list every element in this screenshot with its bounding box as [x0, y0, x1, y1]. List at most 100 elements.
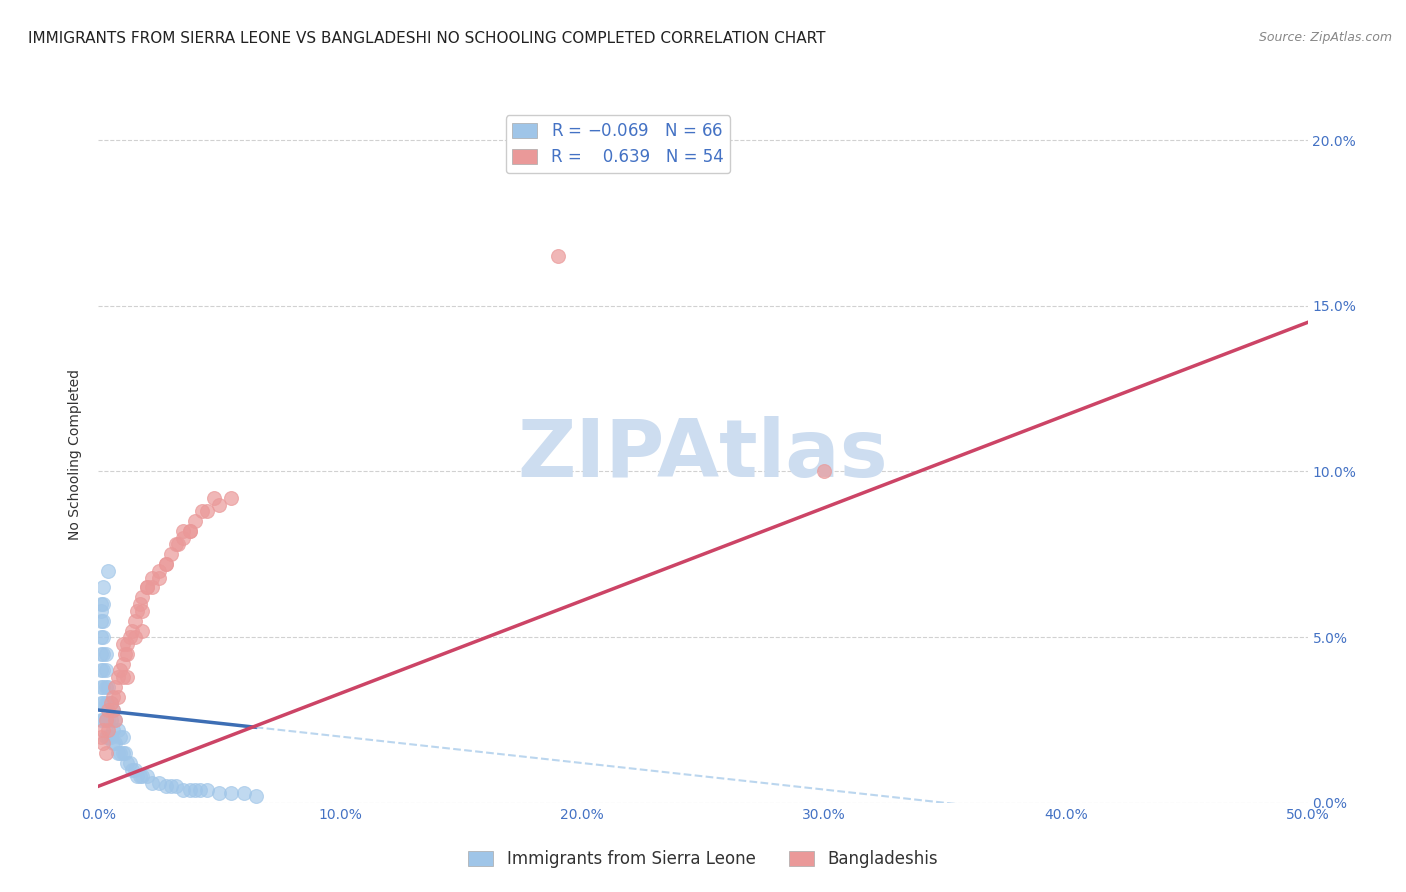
Point [221, 491, 243, 505]
Y-axis label: No Schooling Completed: No Schooling Completed [69, 369, 83, 541]
Point [90, 647, 112, 661]
Point [90, 697, 112, 711]
Point [131, 604, 153, 618]
Point [155, 558, 177, 572]
Point [135, 581, 157, 595]
Point [91, 647, 114, 661]
Point [101, 736, 124, 750]
Point [90, 630, 112, 644]
Point [104, 713, 127, 727]
Point [91, 736, 114, 750]
Point [128, 597, 150, 611]
Point [107, 746, 129, 760]
Point [94, 713, 117, 727]
Point [121, 763, 143, 777]
Point [179, 524, 201, 538]
Point [117, 756, 139, 770]
Point [179, 782, 201, 797]
Point [184, 514, 207, 528]
Point [94, 713, 117, 727]
Text: Source: ZipAtlas.com: Source: ZipAtlas.com [1258, 31, 1392, 45]
Point [118, 756, 141, 770]
Legend: R = $-$0.069   N = 66, R =    0.639   N = 54: R = $-$0.069 N = 66, R = 0.639 N = 54 [506, 115, 730, 173]
Point [172, 782, 194, 797]
Point [188, 782, 211, 797]
Point [155, 779, 177, 793]
Point [148, 570, 170, 584]
Point [91, 630, 114, 644]
Point [160, 779, 183, 793]
Point [160, 547, 183, 561]
Point [90, 663, 112, 677]
Point [100, 697, 122, 711]
Point [97, 697, 120, 711]
Point [100, 713, 122, 727]
Point [191, 504, 214, 518]
Point [127, 604, 149, 618]
Point [94, 647, 117, 661]
Point [141, 776, 163, 790]
Point [141, 581, 163, 595]
Point [114, 647, 136, 661]
Point [127, 769, 149, 783]
Point [101, 703, 124, 717]
Point [172, 524, 194, 538]
Point [107, 690, 129, 704]
Point [195, 504, 218, 518]
Point [118, 630, 141, 644]
Point [101, 723, 124, 737]
Point [91, 581, 114, 595]
Point [165, 537, 187, 551]
Point [101, 703, 124, 717]
Point [131, 769, 153, 783]
Point [90, 713, 112, 727]
Point [111, 730, 134, 744]
Point [101, 690, 124, 704]
Point [111, 637, 134, 651]
Text: ZIPAtlas: ZIPAtlas [517, 416, 889, 494]
Point [90, 730, 112, 744]
Text: IMMIGRANTS FROM SIERRA LEONE VS BANGLADESHI NO SCHOOLING COMPLETED CORRELATION C: IMMIGRANTS FROM SIERRA LEONE VS BANGLADE… [28, 31, 825, 46]
Point [165, 779, 187, 793]
Point [813, 465, 835, 479]
Point [135, 581, 157, 595]
Point [114, 746, 136, 760]
Point [94, 663, 117, 677]
Point [107, 670, 129, 684]
Point [108, 730, 131, 744]
Point [97, 723, 120, 737]
Point [167, 537, 190, 551]
Point [91, 614, 114, 628]
Point [124, 763, 146, 777]
Point [97, 680, 120, 694]
Point [547, 249, 569, 263]
Point [208, 786, 231, 800]
Point [90, 597, 112, 611]
Point [100, 697, 122, 711]
Point [104, 680, 127, 694]
Point [131, 591, 153, 605]
Point [128, 769, 150, 783]
Point [97, 564, 120, 578]
Point [204, 491, 226, 505]
Point [148, 776, 170, 790]
Point [141, 570, 163, 584]
Point [90, 604, 112, 618]
Point [91, 663, 114, 677]
Point [195, 782, 218, 797]
Point [100, 730, 122, 744]
Point [97, 730, 120, 744]
Point [221, 786, 243, 800]
Point [94, 697, 117, 711]
Point [90, 614, 112, 628]
Point [208, 498, 231, 512]
Point [179, 524, 201, 538]
Point [108, 746, 131, 760]
Point [117, 670, 139, 684]
Point [148, 564, 170, 578]
Point [111, 746, 134, 760]
Point [94, 680, 117, 694]
Point [111, 657, 134, 671]
Point [104, 713, 127, 727]
Point [135, 769, 157, 783]
